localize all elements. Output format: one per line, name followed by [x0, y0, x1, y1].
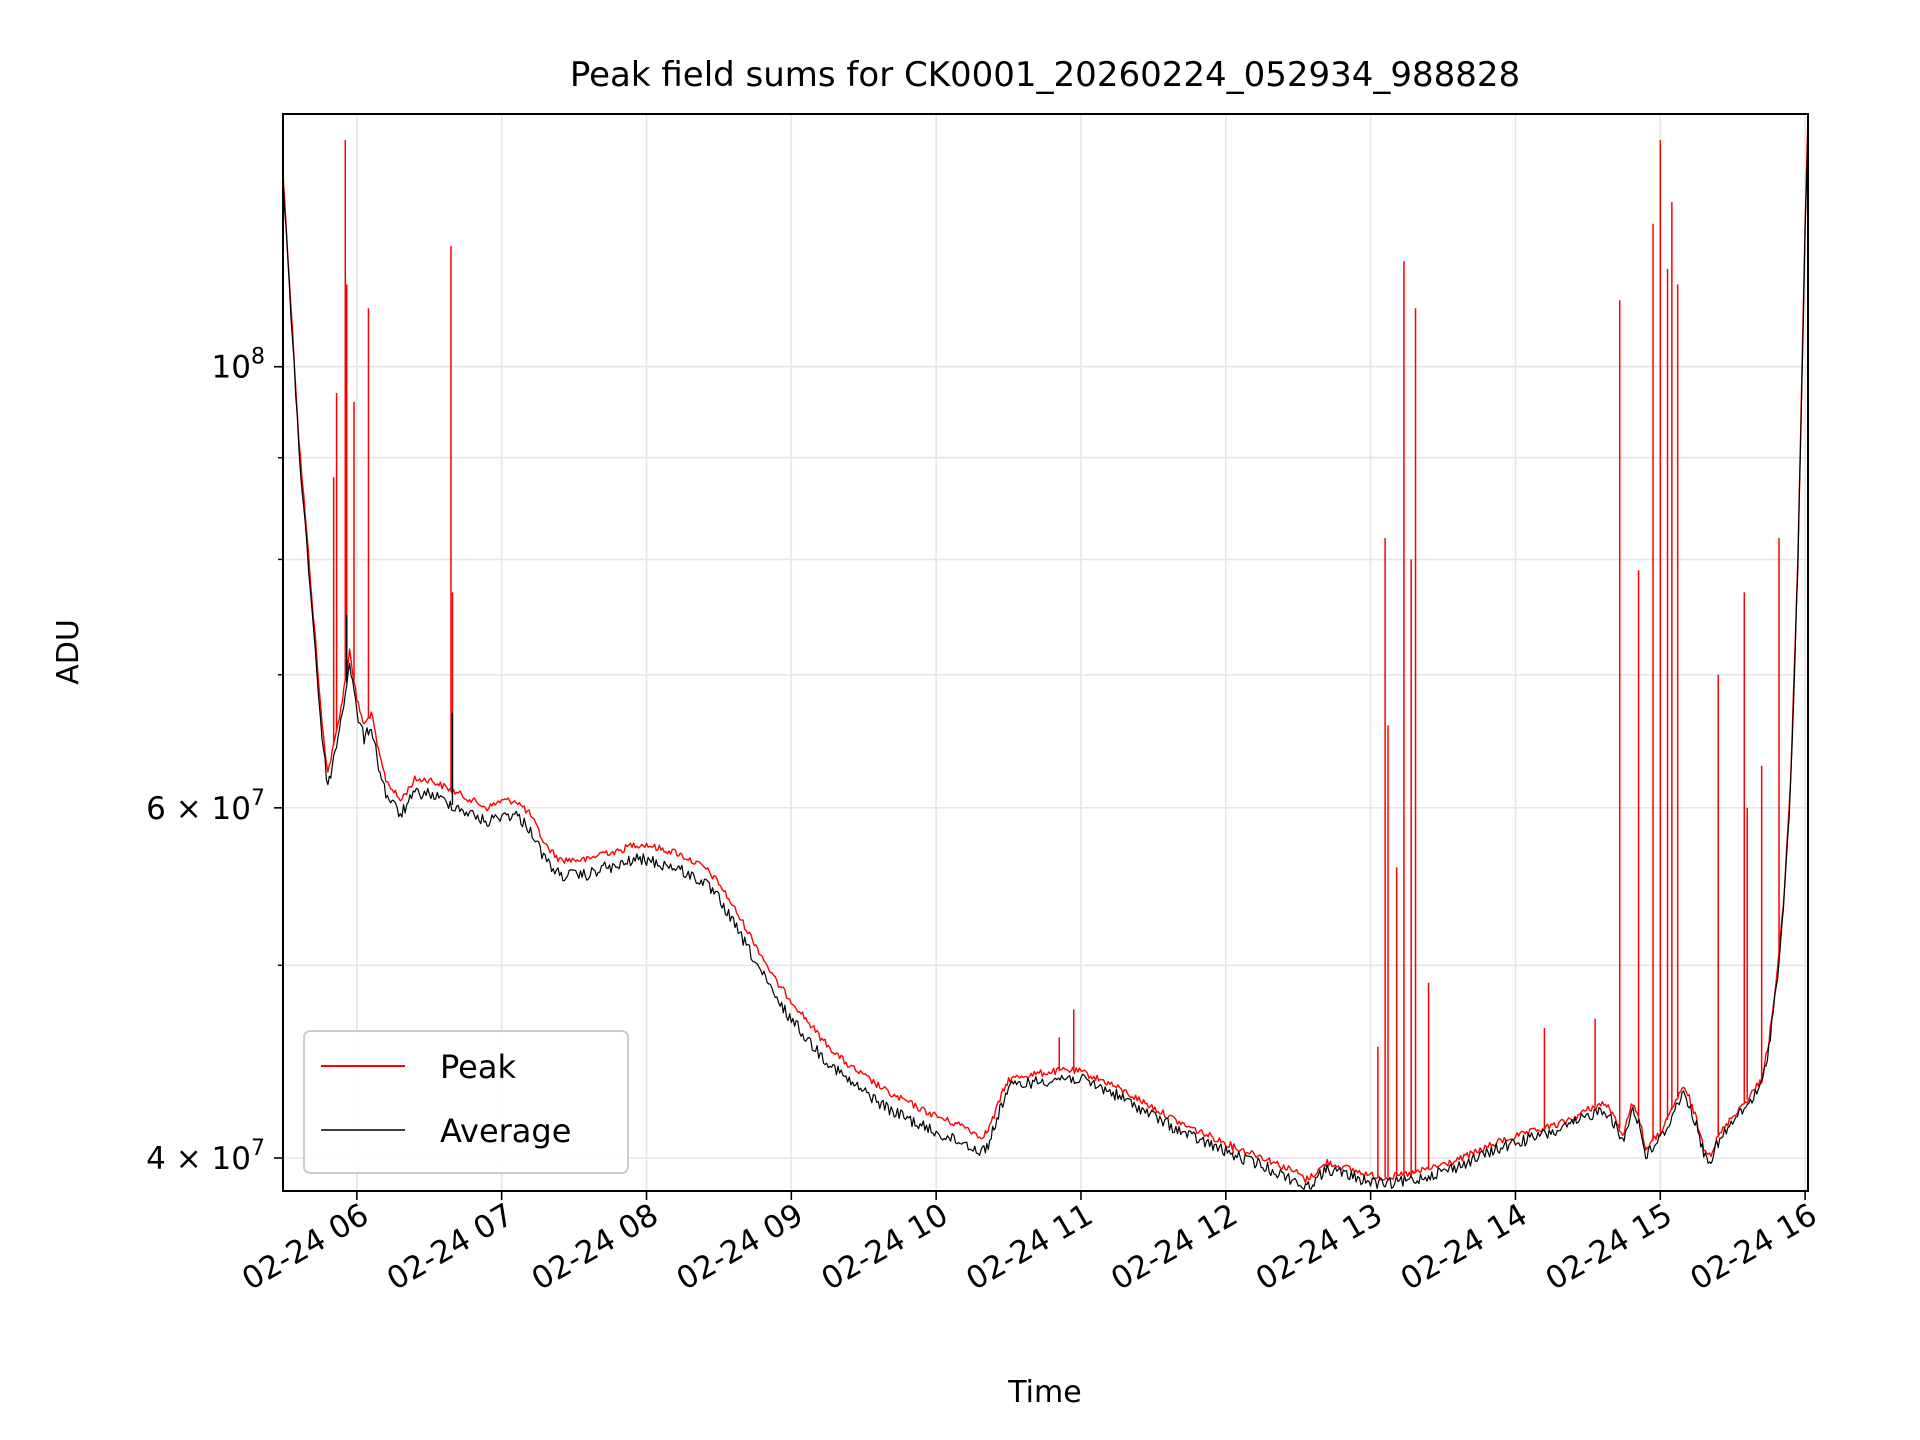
data-lines — [282, 113, 1809, 1190]
legend-label-peak: Peak — [440, 1048, 516, 1086]
plot-area — [283, 114, 1808, 1191]
plot-frame — [282, 113, 1809, 1192]
x-axis-label: Time — [1007, 1375, 1081, 1410]
peak-series-line — [282, 113, 1809, 1184]
y-tick-label: 6 × 107 — [146, 786, 265, 827]
average-series-line — [282, 120, 1809, 1190]
y-tick-label: 4 × 107 — [146, 1136, 265, 1177]
legend: Peak Average — [303, 1030, 629, 1174]
y-axis-label: ADU — [51, 619, 86, 685]
chart-title: Peak field sums for CK0001_20260224_0529… — [570, 55, 1520, 95]
legend-label-average: Average — [440, 1112, 571, 1150]
y-tick-label: 108 — [212, 345, 265, 386]
